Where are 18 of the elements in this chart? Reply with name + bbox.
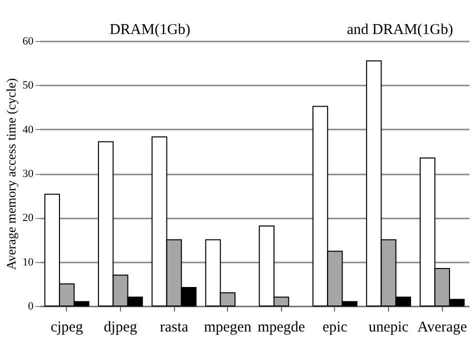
x-tick-label: djpeg: [104, 320, 138, 336]
text: DRAM(1Gb): [110, 22, 190, 38]
x-tick-label: rasta: [160, 320, 189, 336]
y-tick-label: 30: [22, 168, 34, 180]
x-tick-label: Average: [417, 320, 468, 336]
x-tick-label: mpegde: [258, 320, 306, 336]
y-tick-label: 20: [22, 212, 34, 224]
y-tick-label: 0: [28, 300, 34, 312]
y-tick-label: 40: [22, 124, 34, 136]
y-axis-title: Average memory access time (cycle): [4, 78, 18, 270]
y-tick-label: 60: [22, 36, 34, 48]
text: and DRAM(1Gb): [346, 22, 454, 38]
x-tick-label: cjpeg: [50, 320, 84, 336]
x-tick-label: unepic: [368, 320, 409, 336]
y-tick-label: 50: [22, 80, 34, 92]
x-tick-label: epic: [322, 320, 348, 336]
y-tick-label: 10: [22, 256, 34, 268]
x-tick-label: mpegen: [204, 320, 252, 336]
